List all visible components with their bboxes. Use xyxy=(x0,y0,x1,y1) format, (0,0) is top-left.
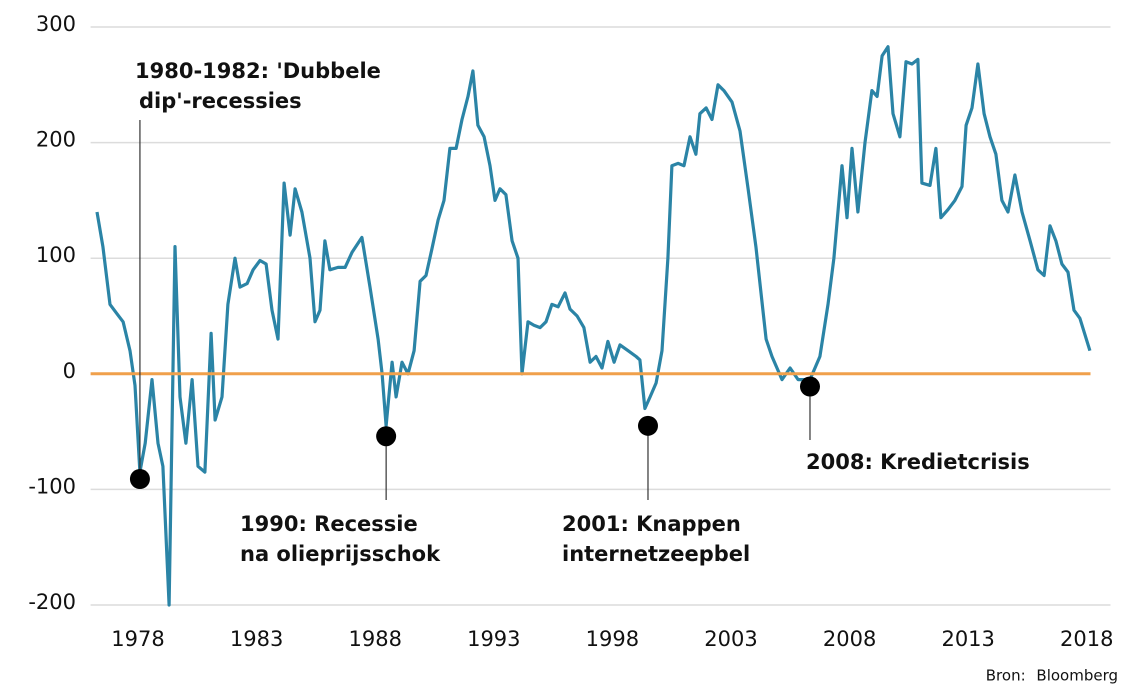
x-tick-label: 1993 xyxy=(467,627,520,651)
x-tick-label: 2003 xyxy=(704,627,757,651)
x-tick-label: 2018 xyxy=(1060,627,1113,651)
y-tick-label: -100 xyxy=(28,474,76,498)
y-tick-label: 300 xyxy=(36,12,76,36)
annotation-text: internetzeepbel xyxy=(562,542,750,566)
annotation-marker xyxy=(637,415,658,436)
x-tick-label: 2013 xyxy=(941,627,994,651)
y-tick-label: 200 xyxy=(36,128,76,152)
x-tick-label: 1988 xyxy=(348,627,401,651)
annotation-marker xyxy=(799,376,820,397)
y-tick-label: -200 xyxy=(28,590,76,614)
annotation-text: 1990: Recessie xyxy=(240,512,418,536)
x-tick-label: 1983 xyxy=(230,627,283,651)
data-line xyxy=(95,45,1092,607)
annotation-text: 2008: Kredietcrisis xyxy=(806,450,1030,474)
x-tick-label: 1998 xyxy=(586,627,639,651)
x-tick-label: 2008 xyxy=(823,627,876,651)
x-tick-label: 1978 xyxy=(111,627,164,651)
annotation-marker xyxy=(376,426,397,447)
y-tick-label: 100 xyxy=(36,243,76,267)
annotation-marker xyxy=(129,468,150,489)
annotation-text: na olieprijsschok xyxy=(240,542,441,566)
annotation-text: 2001: Knappen xyxy=(562,512,741,536)
annotation-text: 1980-1982: 'Dubbele xyxy=(135,59,381,83)
annotation-text: dip'-recessies xyxy=(139,89,302,113)
y-tick-label: 0 xyxy=(63,359,76,383)
source: Bron: Bloomberg xyxy=(986,667,1118,685)
